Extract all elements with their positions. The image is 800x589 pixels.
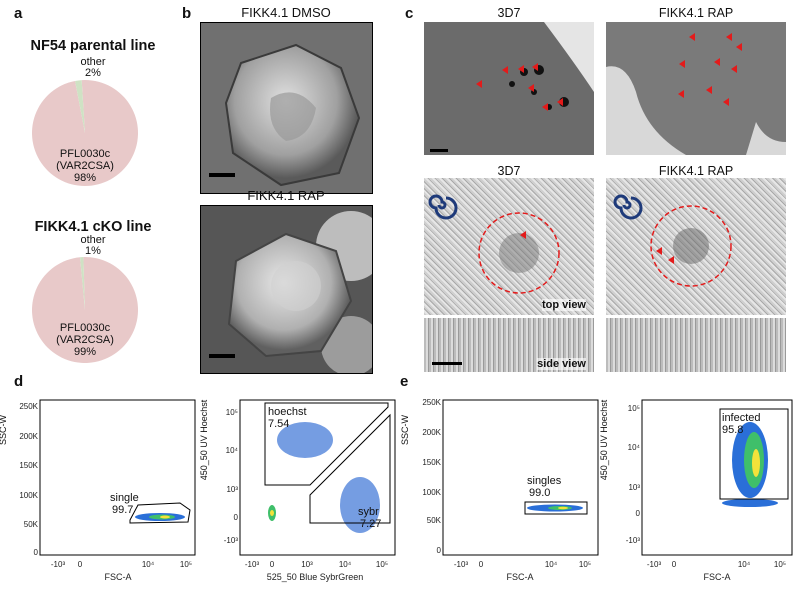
d1-ytick: 200K xyxy=(19,432,38,441)
sem-image-dmso xyxy=(200,22,373,194)
d1-xtick: 10⁵ xyxy=(180,560,192,569)
d1-ytick: 0 xyxy=(34,548,39,557)
side-view-label: side view xyxy=(537,358,586,370)
tomo-top-rap xyxy=(606,178,786,315)
e1-gate-value: 99.0 xyxy=(529,487,550,499)
flow-plot-d2: 10⁵ 10⁴ 10³ 0 -10³ -10³ 0 10³ 10⁴ 10⁵ ho… xyxy=(224,399,396,582)
e2-xtick: 0 xyxy=(672,560,677,569)
d1-xlabel: FSC-A xyxy=(105,572,132,582)
tomo-side-3d7: side view xyxy=(424,318,594,372)
d2-ylabel: 450_50 UV Hoechst xyxy=(199,399,209,481)
d2-ytick: 10⁴ xyxy=(226,446,239,455)
pie1-other-label: other 2% xyxy=(80,56,106,79)
e1-ytick: 100K xyxy=(422,488,441,497)
e2-ytick: -10³ xyxy=(626,536,641,545)
pie-chart-2 xyxy=(31,257,139,363)
d2-xtick: -10³ xyxy=(245,560,260,569)
flow-plot-e2: 10⁵ 10⁴ 10³ 0 -10³ -10³ 0 10⁴ 10⁵ infect… xyxy=(626,399,793,582)
panel-label-c: c xyxy=(405,5,414,22)
e2-gate-name: infected xyxy=(722,412,761,424)
e2-ytick: 0 xyxy=(636,509,641,518)
d1-ytick: 100K xyxy=(19,491,38,500)
d2-ytick: 0 xyxy=(234,513,239,522)
d2-xtick: 10³ xyxy=(301,560,313,569)
e2-xtick: -10³ xyxy=(647,560,662,569)
spiral-icon xyxy=(428,194,458,220)
pie2-other-label: other 1% xyxy=(80,234,106,257)
d2-gate2-name: sybr xyxy=(358,506,379,518)
pie-slice-pfl0030c xyxy=(31,80,138,186)
tomo-col1-title: 3D7 xyxy=(497,164,521,178)
tomo-side-rap xyxy=(606,318,786,372)
pie-slice-other xyxy=(80,257,85,310)
tem-image-3d7 xyxy=(424,22,594,155)
e2-gate-value: 95.8 xyxy=(722,424,743,436)
pie1-main-label: PFL0030c (VAR2CSA) 98% xyxy=(56,148,114,184)
e2-xtick: 10⁴ xyxy=(738,560,751,569)
spiral-icon xyxy=(613,194,643,220)
panel-label-d: d xyxy=(14,373,24,390)
e2-ylabel: 450_50 UV Hoechst xyxy=(599,399,609,481)
d2-gate1-name: hoechst xyxy=(268,406,307,418)
top-view-label: top view xyxy=(541,299,586,311)
e1-xtick: 10⁵ xyxy=(579,560,591,569)
e2-ytick: 10⁵ xyxy=(628,404,640,413)
sem-top-title: FIKK4.1 DMSO xyxy=(241,5,331,20)
e2-ytick: 10⁴ xyxy=(628,443,641,452)
pie2-slices xyxy=(31,257,139,363)
d2-xlabel: 525_50 Blue SybrGreen xyxy=(267,572,364,582)
e1-ytick: 250K xyxy=(422,398,441,407)
d1-ytick: 150K xyxy=(19,461,38,470)
d1-ytick: 50K xyxy=(24,520,39,529)
d2-xtick: 10⁴ xyxy=(339,560,352,569)
e1-ytick: 0 xyxy=(437,546,442,555)
tem-col1-title: 3D7 xyxy=(497,6,521,20)
d1-gate-value: 99.7 xyxy=(112,504,133,516)
e1-xtick: -10³ xyxy=(454,560,469,569)
pie-chart-1 xyxy=(31,80,138,186)
e1-ytick: 150K xyxy=(422,458,441,467)
tem-col2-title: FIKK4.1 RAP xyxy=(658,6,734,20)
sem-bottom-title: FIKK4.1 RAP xyxy=(247,188,325,203)
d2-gate2-value: 7.27 xyxy=(360,518,381,530)
panel-label-a: a xyxy=(14,5,23,22)
d2-xtick: 0 xyxy=(270,560,275,569)
d1-ytick: 250K xyxy=(19,402,38,411)
tomo-col2-title: FIKK4.1 RAP xyxy=(658,164,734,178)
e1-ytick: 200K xyxy=(422,428,441,437)
flow-plot-d1: 250K 200K 150K 100K 50K 0 -10³ 0 10⁴ 10⁵… xyxy=(19,399,196,582)
d1-gate-name: single xyxy=(110,492,139,504)
pie-slice-other xyxy=(75,80,85,133)
d1-xtick: 0 xyxy=(78,560,83,569)
pie2-title: FIKK4.1 cKO line xyxy=(34,219,152,235)
d2-ytick: -10³ xyxy=(224,536,239,545)
pie1-title: NF54 parental line xyxy=(30,38,156,54)
d2-gate1-value: 7.54 xyxy=(268,418,289,430)
d2-xtick: 10⁵ xyxy=(376,560,388,569)
d1-xtick: -10³ xyxy=(51,560,66,569)
e2-xtick: 10⁵ xyxy=(774,560,786,569)
d2-ytick: 10⁵ xyxy=(226,408,238,417)
tomo-top-3d7: top view xyxy=(424,178,594,315)
e1-xtick: 0 xyxy=(479,560,484,569)
e1-xtick: 10⁴ xyxy=(545,560,558,569)
pie2-main-label: PFL0030c (VAR2CSA) 99% xyxy=(56,322,114,358)
e1-ytick: 50K xyxy=(427,516,442,525)
pie1-slices xyxy=(31,80,138,186)
e1-gate-name: singles xyxy=(527,475,562,487)
panel-label-e: e xyxy=(400,373,409,390)
e2-xlabel: FSC-A xyxy=(704,572,731,582)
panel-label-b: b xyxy=(182,5,192,22)
e2-ytick: 10³ xyxy=(628,483,640,492)
flow-plot-e1: 250K 200K 150K 100K 50K 0 -10³ 0 10⁴ 10⁵… xyxy=(422,398,599,582)
e1-xlabel: FSC-A xyxy=(507,572,534,582)
tem-image-rap xyxy=(606,22,786,155)
d2-ytick: 10³ xyxy=(226,485,238,494)
sem-image-rap xyxy=(200,205,373,374)
d1-xtick: 10⁴ xyxy=(142,560,155,569)
